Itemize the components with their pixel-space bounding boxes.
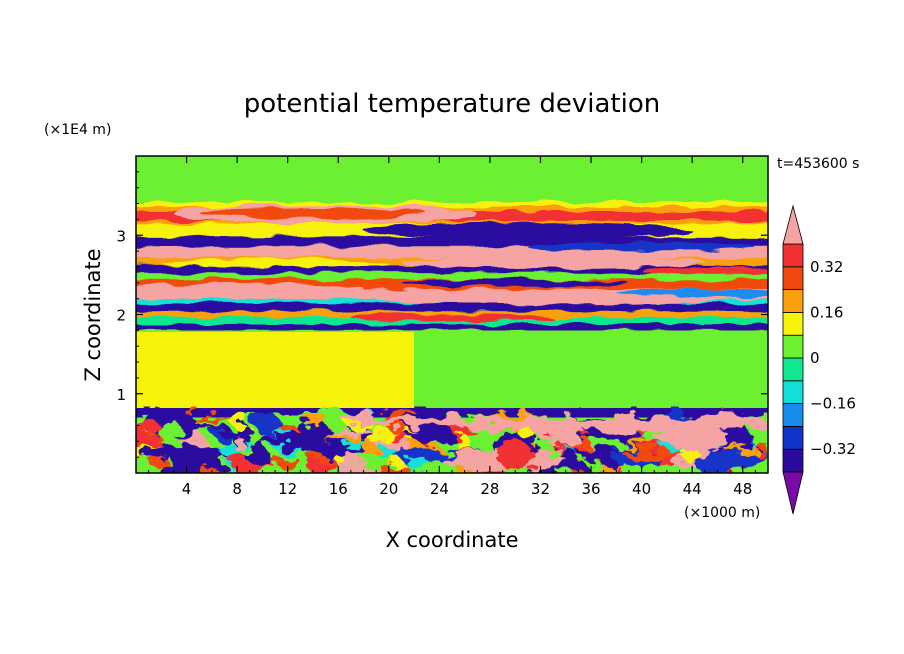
band-11 — [136, 289, 768, 299]
eddy — [251, 442, 269, 466]
eddy — [373, 464, 412, 473]
x-tick-label: 20 — [379, 480, 398, 498]
eddy — [292, 422, 331, 441]
eddy — [171, 446, 224, 471]
colorbar-segment — [782, 403, 804, 427]
band-8 — [136, 265, 768, 274]
eddy — [137, 445, 185, 459]
colorbar-segment — [782, 357, 804, 382]
eddy — [623, 447, 674, 462]
eddy — [266, 464, 298, 473]
lens-2 — [401, 255, 705, 269]
lens-3 — [363, 222, 693, 239]
lens-9 — [350, 313, 554, 322]
time-label: t=453600 s — [777, 156, 859, 172]
eddy — [179, 414, 233, 422]
x-tick-label: 4 — [182, 480, 192, 498]
contour-field — [136, 156, 768, 473]
eddy — [308, 455, 330, 462]
turbulent-layer — [136, 406, 768, 473]
x-tick-label: 8 — [232, 480, 242, 498]
colorbar-segment — [782, 448, 804, 473]
x-tick-label: 16 — [329, 480, 348, 498]
eddy — [161, 419, 181, 444]
colorbar-segment — [782, 334, 804, 359]
colorbar-segment — [782, 380, 804, 404]
eddy — [693, 450, 745, 473]
x-tick-label: 32 — [531, 480, 550, 498]
lens-10 — [161, 259, 389, 267]
colorbar: 0.32 0.16 0 −0.16 −0.32 — [782, 204, 856, 515]
x-tick-label: 24 — [430, 480, 449, 498]
colorbar-segment — [782, 289, 804, 313]
x-axis-label: X coordinate — [385, 528, 518, 552]
x-tick-label: 28 — [480, 480, 499, 498]
y-tick-label: 3 — [116, 227, 126, 245]
eddy — [681, 445, 697, 461]
lens-5 — [136, 283, 364, 294]
eddy — [374, 446, 398, 458]
plume-3 — [654, 426, 731, 449]
y-tick-label: 1 — [116, 386, 126, 404]
eddy — [344, 441, 368, 451]
x-tick-label: 44 — [683, 480, 702, 498]
calm-left — [136, 331, 415, 409]
lens-6 — [376, 294, 731, 305]
colorbar-segment — [782, 311, 804, 336]
colorbar-label: 0.32 — [810, 258, 843, 276]
y-axis-label: Z coordinate — [81, 248, 105, 381]
eddy — [213, 428, 241, 436]
eddy — [343, 462, 382, 473]
eddy — [300, 438, 355, 457]
eddy — [230, 411, 249, 429]
lens-4 — [527, 242, 756, 252]
eddy — [254, 413, 281, 436]
colorbar-label: 0 — [810, 349, 820, 367]
eddy — [233, 437, 246, 452]
eddy — [329, 428, 374, 436]
band-16 — [136, 324, 768, 331]
eddy — [408, 458, 431, 473]
colorbar-segment — [782, 425, 804, 450]
lens-11 — [641, 266, 768, 275]
y-unit-label: (×1E4 m) — [44, 122, 111, 138]
colorbar-segment — [782, 243, 804, 268]
colorbar-segment — [782, 266, 804, 290]
x-unit-label: (×1000 m) — [684, 505, 760, 521]
warm-core — [497, 441, 534, 470]
lens-7 — [401, 278, 629, 287]
x-tick-label: 36 — [581, 480, 600, 498]
upper-bands — [136, 156, 768, 331]
y-axis: 1 2 3 — [116, 171, 768, 458]
colorbar-label: −0.32 — [810, 440, 856, 458]
x-tick-label: 40 — [632, 480, 651, 498]
colorbar-label: −0.16 — [810, 395, 856, 413]
colorbar-extend-bottom — [782, 471, 804, 515]
x-tick-label: 48 — [733, 480, 752, 498]
chart-title: potential temperature deviation — [244, 89, 660, 119]
lens-8 — [616, 289, 768, 298]
eddy — [592, 427, 641, 442]
calm-right — [414, 331, 768, 409]
x-tick-label: 12 — [278, 480, 297, 498]
inversion-layer — [136, 408, 768, 418]
band-9 — [136, 273, 768, 279]
lens-1 — [199, 207, 427, 219]
colorbar-label: 0.16 — [810, 303, 843, 321]
eddy — [136, 420, 163, 441]
colorbar-extend-top — [782, 204, 804, 245]
band-13 — [136, 303, 768, 312]
eddy — [455, 435, 472, 451]
band-5 — [136, 236, 768, 247]
x-axis: 4 8 12 16 20 24 28 32 36 40 44 48 — [148, 156, 756, 498]
y-tick-label: 2 — [116, 307, 126, 325]
